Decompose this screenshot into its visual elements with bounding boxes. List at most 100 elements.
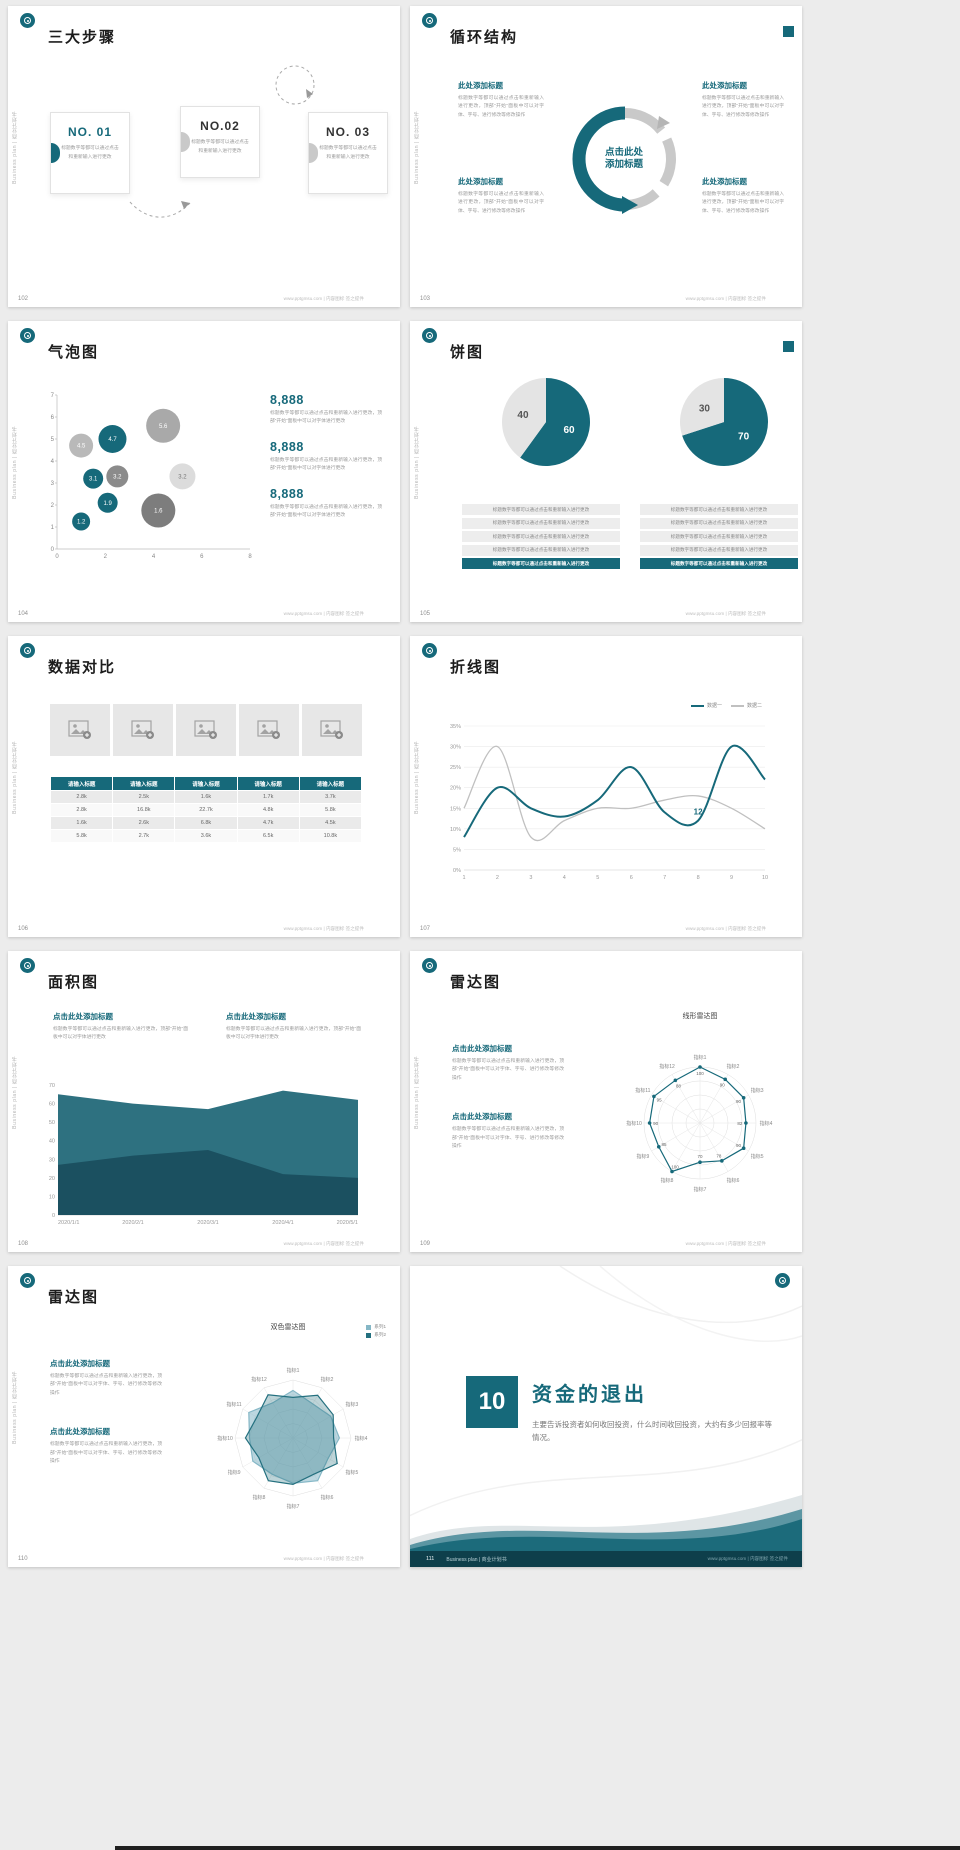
svg-text:2: 2	[496, 875, 499, 881]
brand-logo-icon	[422, 328, 437, 343]
svg-text:25%: 25%	[450, 765, 461, 771]
svg-text:0: 0	[52, 1213, 55, 1219]
svg-text:5: 5	[596, 875, 599, 881]
slide-107[interactable]: Business plan | 商业计划书 折线图 数据一 数据二 0% 5% 10…	[410, 636, 802, 937]
table-cell: 22.7k	[174, 803, 238, 817]
svg-text:10%: 10%	[450, 827, 461, 833]
page-number: 104	[18, 611, 29, 617]
series2-swatch-icon	[730, 704, 744, 707]
page-number: 105	[420, 611, 431, 617]
svg-text:1.9: 1.9	[103, 501, 112, 507]
stat-item: 8,888 标题数字等都可以通过点击和重新输入进行更改，顶部“开始”面板中可以对…	[270, 393, 382, 427]
stat-item: 8,888 标题数字等都可以通过点击和重新输入进行更改，顶部“开始”面板中可以对…	[270, 440, 382, 474]
legend-item: 数据一	[690, 702, 722, 709]
table-header-cell: 请输入标题	[49, 776, 114, 791]
vertical-brand-label: Business plan | 商业计划书	[12, 426, 18, 499]
svg-text:70: 70	[49, 1083, 55, 1089]
brand-logo-icon	[422, 13, 437, 28]
vertical-brand-label: Business plan | 商业计划书	[414, 426, 420, 499]
svg-text:4.7: 4.7	[108, 437, 117, 443]
series1-swatch-icon	[366, 1324, 372, 1330]
svg-text:指标10: 指标10	[626, 1120, 642, 1127]
divider-footer-bar: 111 Business plan | 商业计划书 www.pptgmsu.co…	[410, 1551, 802, 1567]
block-body: 标题数字等都可以通过点击和重新输入进行更改，顶部“开始”面板中可以对字体、字号、…	[458, 192, 544, 214]
text-block-right: 点击此处添加标题 标题数字等都可以通过点击和重新输入进行更改，顶部“开始”面板中…	[226, 1011, 361, 1043]
slide-103[interactable]: Business plan | 商业计划书 循环结构 点击此处添加标题 此处添加…	[410, 6, 802, 307]
svg-text:指标8: 指标8	[661, 1177, 674, 1184]
table-cell: 4.7k	[236, 816, 300, 830]
svg-text:40: 40	[49, 1139, 55, 1145]
svg-text:88: 88	[676, 1084, 682, 1089]
svg-text:3: 3	[529, 875, 532, 881]
step-number: NO.02	[200, 119, 240, 133]
svg-text:指标4: 指标4	[355, 1435, 368, 1442]
svg-text:0: 0	[55, 554, 59, 560]
slide-title: 雷达图	[450, 974, 502, 991]
page-number: 108	[18, 1241, 29, 1247]
legend-label: 系列2	[374, 1332, 386, 1337]
legend-row: 标题数字等都可以通过点击和重新输入进行更改	[640, 517, 798, 529]
svg-text:90: 90	[736, 1099, 742, 1104]
slide-109[interactable]: Business plan | 商业计划书 雷达图 点击此处添加标题 标题数字等…	[410, 951, 802, 1252]
slide-104[interactable]: Business plan | 商业计划书 气泡图 0 1 2 3 4 5 6 7 0 2 4 6 8 4…	[8, 321, 400, 622]
table-cell: 2.8k	[49, 790, 114, 804]
svg-text:1.2: 1.2	[77, 520, 86, 526]
image-placeholder	[176, 704, 236, 756]
section-body: 主要告诉投资者如何收回投资，什么时间收回投资，大约有多少回报率等情况。	[532, 1420, 772, 1442]
slide-111[interactable]: 10 资金的退出 主要告诉投资者如何收回投资，什么时间收回投资，大约有多少回报率…	[410, 1266, 802, 1567]
block-heading: 点击此处添加标题	[452, 1044, 512, 1053]
slide-110[interactable]: Business plan | 商业计划书 雷达图 点击此处添加标题 标题数字等…	[8, 1266, 400, 1567]
slide-108[interactable]: Business plan | 商业计划书 面积图 点击此处添加标题 标题数字等…	[8, 951, 400, 1252]
svg-text:1: 1	[462, 875, 465, 881]
block-body: 标题数字等都可以通过点击和重新输入进行更改，顶部“开始”面板中可以对字体、字号、…	[702, 192, 784, 214]
svg-text:60: 60	[563, 425, 575, 436]
svg-text:指标12: 指标12	[251, 1376, 267, 1383]
svg-text:指标1: 指标1	[694, 1054, 707, 1061]
image-icon	[68, 720, 91, 739]
table-cell: 16.8k	[112, 803, 176, 817]
svg-text:100: 100	[671, 1164, 679, 1169]
brand-logo-icon	[422, 958, 437, 973]
table-row: 2.8k 16.8k 22.7k 4.8k 5.8k	[49, 803, 363, 817]
pie-legend-left: 标题数字等都可以通过点击和重新输入进行更改 标题数字等都可以通过点击和重新输入进…	[462, 504, 620, 572]
svg-text:2: 2	[51, 503, 55, 509]
slide-106[interactable]: Business plan | 商业计划书 数据对比 请输入标题 请输入标题 请输入…	[8, 636, 400, 937]
vertical-brand-label: Business plan | 商业计划书	[12, 1371, 18, 1444]
block-heading: 点击此处添加标题	[50, 1359, 110, 1368]
text-column: 点击此处添加标题 标题数字等都可以通过点击和重新输入进行更改，顶部“开始”面板中…	[452, 1043, 564, 1151]
slide-102[interactable]: Business plan | 商业计划书 三大步骤 NO. 01 标题数字等都…	[8, 6, 400, 307]
pie-chart-right: 70 30	[680, 378, 768, 466]
svg-text:78: 78	[716, 1154, 722, 1159]
svg-text:指标8: 指标8	[253, 1494, 266, 1501]
block-body: 标题数字等都可以通过点击和重新输入进行更改，顶部“开始”面板中可以对字体进行更改	[53, 1027, 188, 1041]
image-placeholder	[239, 704, 299, 756]
page-number: 111	[426, 1556, 435, 1562]
svg-text:2020/2/1: 2020/2/1	[122, 1220, 143, 1226]
legend-item: 数据二	[730, 702, 762, 709]
table-cell: 6.5k	[236, 829, 300, 843]
block-body: 标题数字等都可以通过点击和重新输入进行更改，顶部“开始”面板中可以对字体、字号、…	[702, 96, 784, 118]
page-number: 110	[18, 1556, 28, 1562]
image-placeholder	[302, 704, 362, 756]
footer-brand-label: Business plan | 商业计划书	[446, 1556, 507, 1563]
legend-row: 标题数字等都可以通过点击和重新输入进行更改	[462, 517, 620, 529]
step-bump-icon	[181, 132, 190, 152]
svg-text:4: 4	[51, 459, 55, 465]
background-curves-graphic	[410, 1266, 802, 1517]
brand-logo-icon	[20, 958, 35, 973]
footer-site-text: www.pptgmsu.com | 内容图标 签之提件	[283, 296, 364, 301]
table-cell: 4.8k	[236, 803, 300, 817]
step-body-text: 标题数字等都可以通过点击和重新输入进行更改	[61, 146, 119, 160]
page-number: 102	[18, 296, 29, 302]
text-block: 点击此处添加标题 标题数字等都可以通过点击和重新输入进行更改，顶部“开始”面板中…	[50, 1426, 162, 1466]
svg-text:90: 90	[653, 1121, 659, 1126]
text-block-bottom-left: 此处添加标题 标题数字等都可以通过点击和重新输入进行更改，顶部“开始”面板中可以…	[458, 176, 544, 216]
radar-chart-title: 双色雷达图	[270, 1324, 306, 1331]
slide-105[interactable]: Business plan | 商业计划书 饼图 60 40 70 30 标题数字等…	[410, 321, 802, 622]
stat-desc: 标题数字等都可以通过点击和重新输入进行更改，顶部“开始”面板中可以对字体进行更改	[270, 411, 382, 425]
svg-text:4: 4	[563, 875, 566, 881]
footer-site-text: www.pptgmsu.com | 内容图标 签之提件	[707, 1556, 788, 1561]
svg-text:20%: 20%	[450, 786, 461, 792]
image-icon	[257, 720, 280, 739]
legend-label: 数据一	[706, 703, 722, 709]
